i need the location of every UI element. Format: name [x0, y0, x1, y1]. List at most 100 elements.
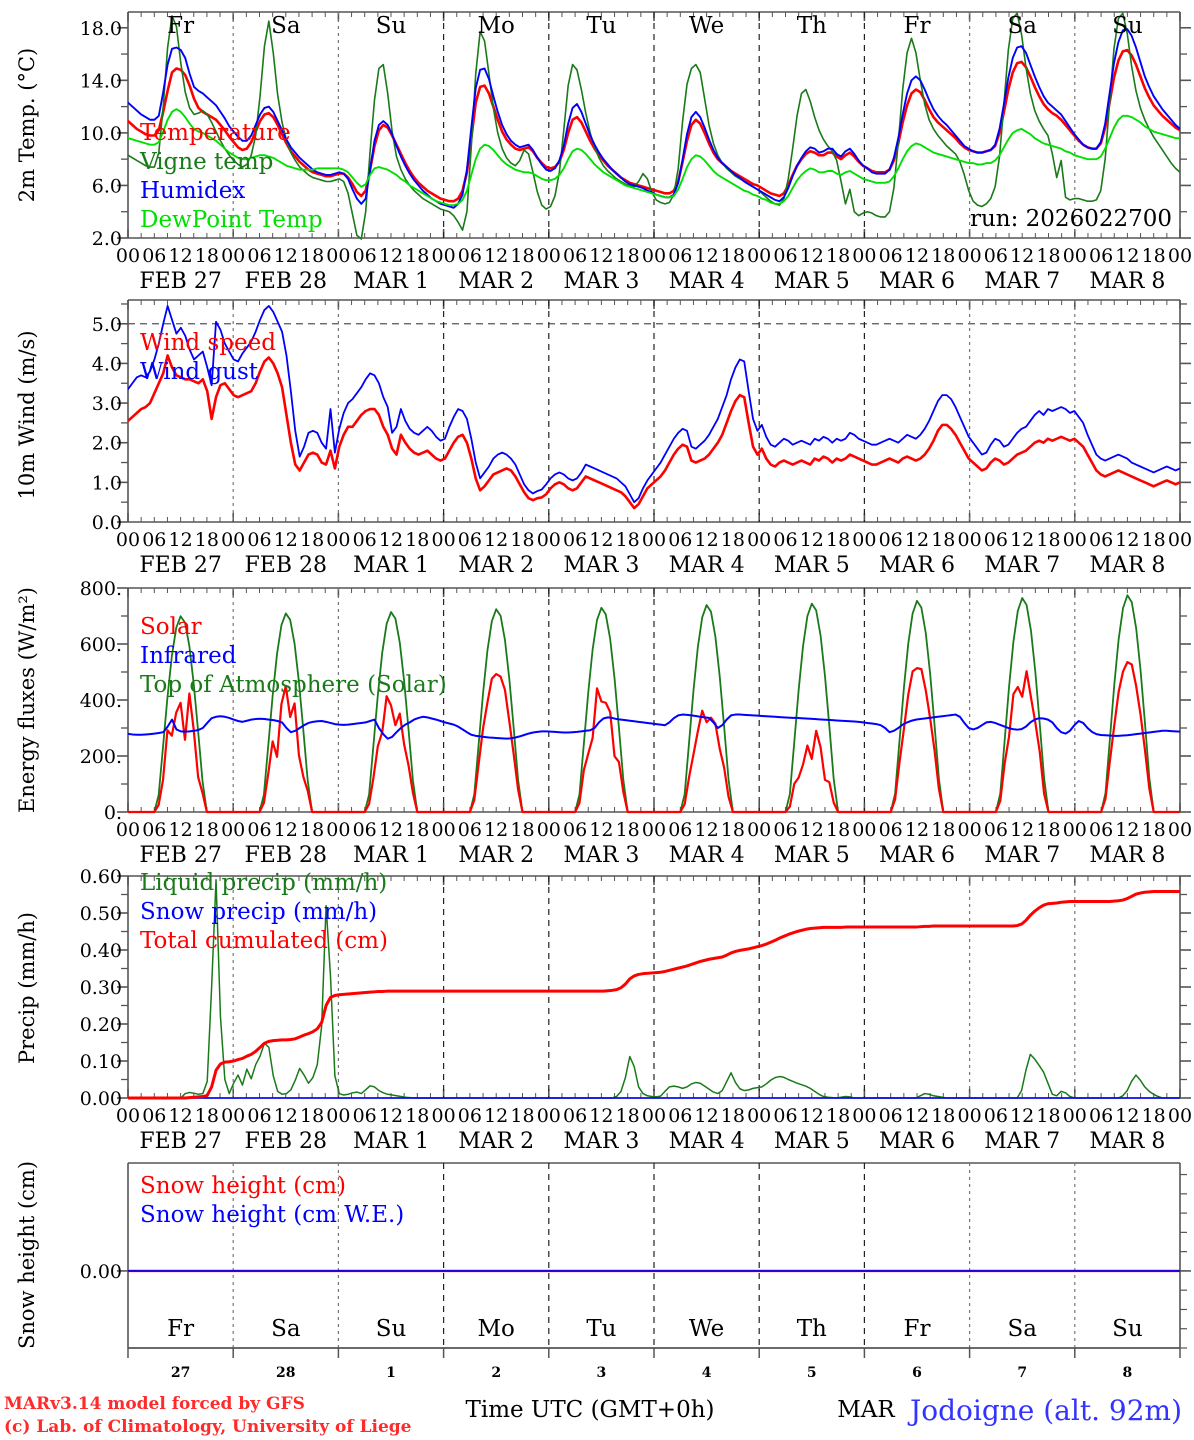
hour-tick-label: 00: [221, 529, 245, 551]
bottom-weekday-sa: Sa: [271, 1316, 301, 1342]
day-label: MAR 5: [774, 269, 850, 294]
hour-tick-label: 06: [773, 819, 797, 841]
ylabel-wind: 10m Wind (m/s): [15, 330, 39, 499]
bottom-weekday-su: Su: [1112, 1316, 1143, 1342]
weekday-label-mo: Mo: [477, 13, 514, 39]
hour-tick-label: 00: [221, 1105, 245, 1127]
hour-tick-label: 18: [405, 245, 429, 267]
hour-tick-label: 00: [1168, 1105, 1192, 1127]
time-axis-label: Time UTC (GMT+0h): [466, 1397, 715, 1423]
day-label: MAR 8: [1089, 1129, 1165, 1154]
bottom-day-number: 28: [276, 1365, 295, 1381]
hour-tick-label: 12: [905, 819, 929, 841]
bottom-weekday-th: Th: [797, 1316, 827, 1342]
weekday-label-sa: Sa: [1007, 13, 1037, 39]
day-label: MAR 6: [879, 843, 955, 868]
hour-tick-label: 12: [905, 1105, 929, 1127]
hour-tick-label: 00: [1168, 819, 1192, 841]
legend-item-humidex: Humidex: [140, 178, 245, 204]
hour-tick-label: 18: [931, 529, 955, 551]
day-label: MAR 6: [879, 1129, 955, 1154]
hour-tick-label: 12: [379, 245, 403, 267]
hour-tick-label: 06: [1089, 1105, 1113, 1127]
hour-tick-label: 00: [116, 1105, 140, 1127]
hour-tick-label: 00: [642, 529, 666, 551]
hour-tick-label: 06: [458, 245, 482, 267]
day-label: MAR 6: [879, 553, 955, 578]
bottom-day-number: 8: [1123, 1365, 1133, 1381]
hour-tick-label: 00: [1168, 529, 1192, 551]
hour-tick-label: 00: [116, 819, 140, 841]
ylabel-energy_fluxes: Energy fluxes (W/m²): [15, 587, 39, 813]
hour-tick-label: 12: [169, 819, 193, 841]
hour-tick-label: 00: [116, 245, 140, 267]
hour-tick-label: 18: [1142, 1105, 1166, 1127]
day-label: MAR 4: [669, 1129, 745, 1154]
hour-tick-label: 06: [563, 1105, 587, 1127]
panel-energy_fluxes: 0. 200. 400. 600. 800. Energy fluxes (W/m²) So…: [15, 578, 1192, 868]
hour-tick-label: 00: [432, 245, 456, 267]
hour-tick-label: 00: [642, 819, 666, 841]
hour-tick-label: 00: [747, 1105, 771, 1127]
ytick-label: 2.0: [92, 228, 122, 250]
hour-tick-label: 18: [616, 245, 640, 267]
hour-tick-label: 18: [826, 1105, 850, 1127]
run-label: run: 2026022700: [970, 206, 1172, 232]
hour-tick-label: 00: [747, 245, 771, 267]
hour-tick-label: 06: [247, 819, 271, 841]
hour-tick-label: 12: [905, 529, 929, 551]
weekday-label-su: Su: [376, 13, 407, 39]
month-label: MAR: [837, 1397, 895, 1423]
hour-tick-label: 06: [142, 1105, 166, 1127]
ytick-label: 0.60: [80, 866, 122, 888]
day-label: MAR 2: [458, 553, 534, 578]
ytick-label: 1.0: [92, 472, 122, 494]
hour-tick-label: 00: [852, 819, 876, 841]
legend-item-vigne-temp: Vigne temp: [139, 149, 273, 175]
ytick-label: 6.0: [92, 175, 122, 197]
ytick-label: 200.: [80, 746, 122, 768]
hour-tick-label: 06: [563, 529, 587, 551]
hour-tick-label: 00: [537, 245, 561, 267]
bottom-time-axis: Fr Sa Su Mo Tu We Th Fr Sa Su 27 28 1 2 3 4 5 6 7 8: [127, 1316, 1181, 1381]
hour-tick-label: 12: [1115, 1105, 1139, 1127]
hour-tick-label: 00: [432, 1105, 456, 1127]
hour-tick-label: 00: [537, 819, 561, 841]
ylabel-temperature: 2m Temp. (°C): [15, 48, 39, 202]
hour-tick-label: 00: [1063, 1105, 1087, 1127]
hour-tick-label: 06: [984, 819, 1008, 841]
hour-tick-label: 12: [589, 529, 613, 551]
hour-tick-label: 18: [405, 819, 429, 841]
footer: MARv3.14 model forced by GFS (c) Lab. of …: [4, 1394, 1182, 1437]
hour-tick-label: 18: [1036, 819, 1060, 841]
weekday-label-su: Su: [1112, 13, 1143, 39]
hour-tick-label: 00: [958, 529, 982, 551]
weekday-row-top: Fr Sa Su Mo Tu We Th Fr Sa Su: [167, 13, 1143, 39]
hour-tick-label: 18: [510, 245, 534, 267]
hour-tick-label: 12: [1115, 819, 1139, 841]
bottom-weekday-tu: Tu: [586, 1316, 616, 1342]
hour-tick-label: 06: [458, 819, 482, 841]
weekday-label-fr: Fr: [167, 13, 194, 39]
hour-tick-label: 06: [353, 529, 377, 551]
legend-item-liquid-precip-mm-h-: Liquid precip (mm/h): [140, 870, 387, 896]
hour-tick-label: 06: [668, 1105, 692, 1127]
hour-tick-label: 06: [353, 1105, 377, 1127]
hour-tick-label: 00: [326, 819, 350, 841]
hour-tick-label: 06: [247, 245, 271, 267]
day-label: MAR 2: [458, 843, 534, 868]
ylabel-precipitation: Precip (mm/h): [15, 912, 39, 1064]
bottom-day-number: 2: [491, 1365, 501, 1381]
hour-tick-label: 00: [432, 529, 456, 551]
hour-tick-label: 18: [1036, 245, 1060, 267]
hour-tick-label: 18: [300, 529, 324, 551]
hour-tick-label: 06: [458, 1105, 482, 1127]
hour-tick-label: 18: [405, 529, 429, 551]
hour-tick-label: 18: [510, 819, 534, 841]
hour-tick-label: 18: [1142, 819, 1166, 841]
ytick-label: 5.0: [92, 314, 122, 336]
hour-tick-label: 18: [195, 529, 219, 551]
bottom-day-number: 5: [807, 1365, 817, 1381]
hour-tick-label: 06: [773, 245, 797, 267]
hour-tick-label: 12: [800, 1105, 824, 1127]
